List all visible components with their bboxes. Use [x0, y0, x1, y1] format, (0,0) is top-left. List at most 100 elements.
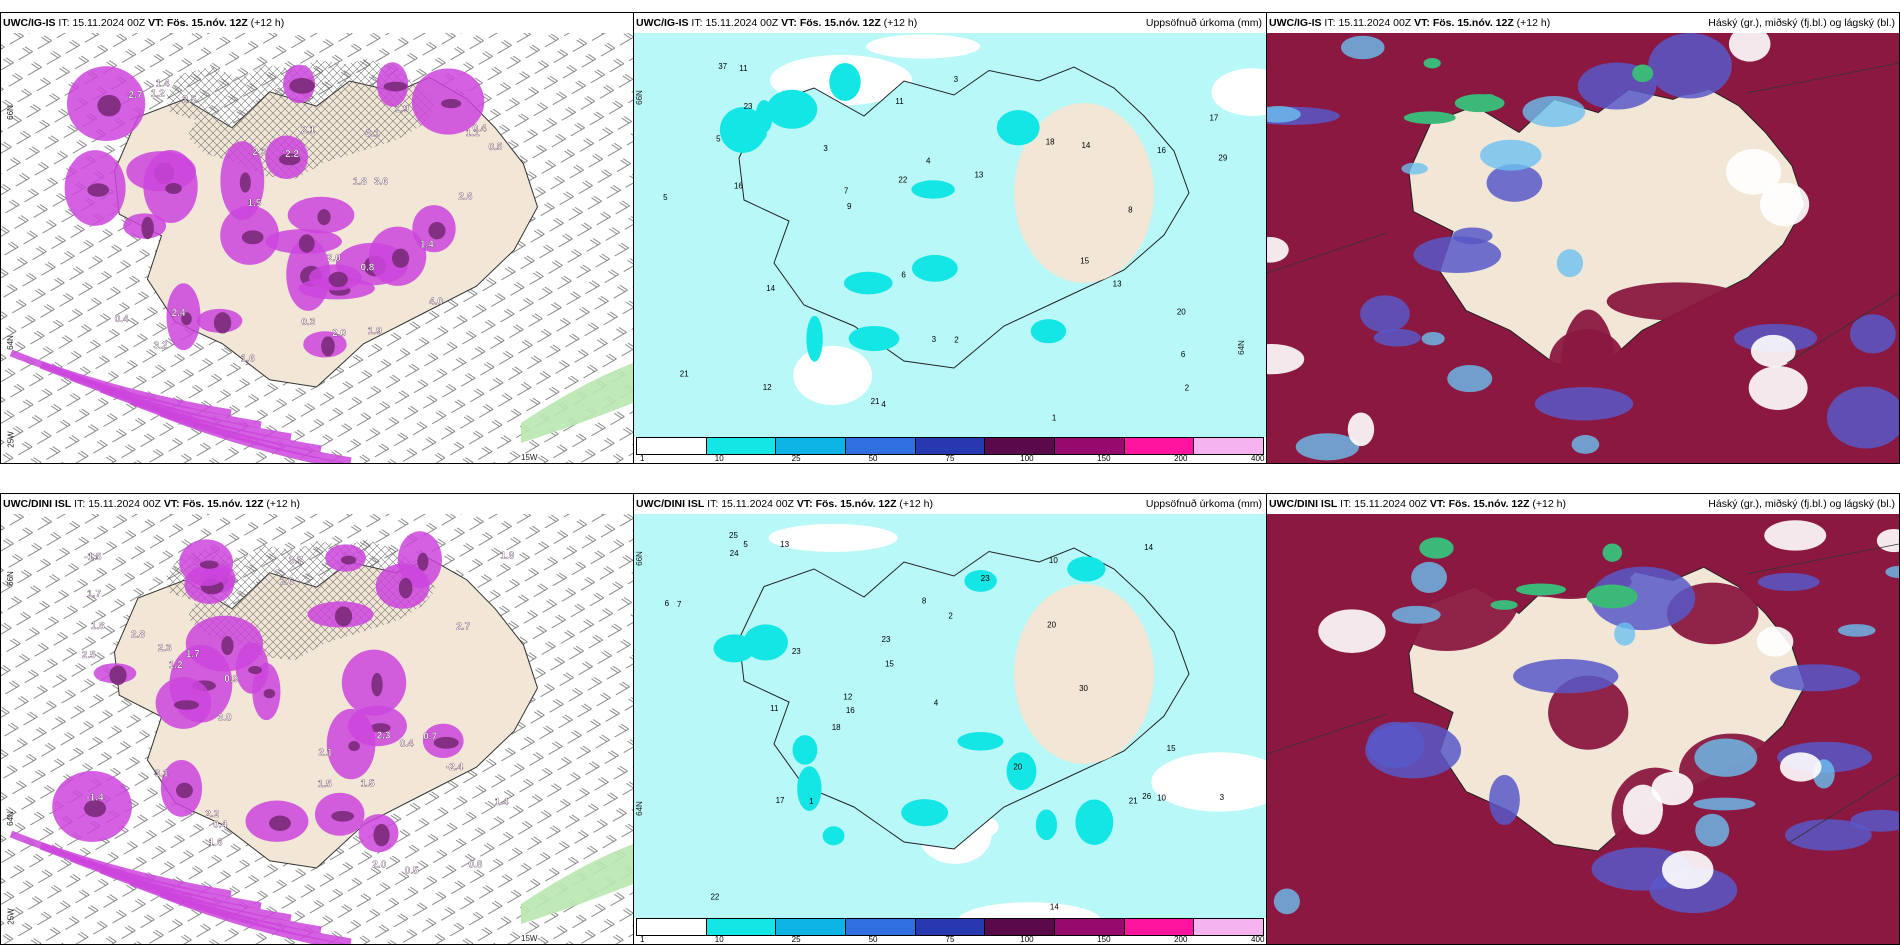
valid-time: Fös. 15.nóv. 12Z [166, 17, 248, 29]
init-time: 15.11.2024 00Z [88, 498, 161, 510]
colorbar-tick: 200 [1174, 454, 1188, 463]
value-label: 17 [1209, 114, 1218, 123]
temperature-core [331, 810, 355, 822]
mid-cloud-blob [1513, 658, 1619, 694]
temperature-core [173, 700, 199, 710]
value-label: 25 [729, 531, 738, 540]
model-name: UWC/DINI ISL [1269, 498, 1338, 510]
value-label: 1.7 [87, 589, 101, 600]
mid-cloud-blob [1591, 566, 1696, 631]
colorbar-segment [915, 919, 986, 935]
clear-sky [1347, 412, 1375, 447]
high-cloud-blob [1513, 514, 1558, 569]
value-label: 21 [680, 369, 689, 378]
value-label: 22 [710, 893, 719, 902]
it-label: IT: [74, 498, 86, 510]
value-label: 2.0 [372, 859, 386, 870]
mid-cloud-blob [1826, 386, 1899, 449]
colorbar-tick: 75 [945, 454, 955, 463]
value-label: 2 [948, 611, 953, 620]
high-cloud-blob [1326, 847, 1412, 911]
value-label: 22 [898, 175, 907, 184]
colorbar-segment [846, 919, 916, 935]
clear-sky [1267, 344, 1305, 375]
temperature-core [373, 823, 390, 847]
low-cloud-blob [1837, 624, 1876, 637]
init-time: 15.11.2024 00Z [72, 17, 146, 29]
vt-label: VT: [148, 17, 164, 29]
temperature-core [433, 736, 459, 749]
panel-header: UWC/IG-IS IT: 15.11.2024 00Z VT: Fös. 15… [1267, 13, 1899, 33]
green-cloud [1515, 583, 1567, 596]
valid-time: Fös. 15.nóv. 12Z [1448, 498, 1530, 510]
lead-time: (+12 h) [1516, 17, 1551, 29]
valid-time: Fös. 15.nóv. 12Z [1432, 17, 1514, 29]
mid-cloud-blob [1648, 33, 1732, 99]
value-label: 23 [882, 635, 891, 644]
green-cloud [1419, 537, 1454, 559]
value-label: 2.3 [377, 730, 391, 741]
value-label: 1.7 [186, 649, 200, 660]
lead-time: (+12 h) [266, 498, 300, 510]
temperature-core [241, 230, 264, 245]
value-label: 16 [846, 706, 855, 715]
colorbar-tick: 200 [1174, 935, 1188, 944]
value-label: 13 [1113, 279, 1122, 288]
precip-blob [957, 731, 1004, 751]
temperature-core [370, 723, 391, 733]
mid-cloud-blob [1360, 295, 1410, 333]
value-label: 2.2 [285, 149, 299, 160]
colorbar-segment [706, 919, 777, 935]
high-cloud-blob [1795, 33, 1899, 84]
panel-right-title: Uppsöfnuð úrkoma (mm) [1145, 498, 1262, 510]
it-label: IT: [707, 498, 719, 510]
model-name: UWC/IG-IS [3, 17, 56, 29]
value-label: 2.3 [252, 147, 266, 158]
high-cloud-blob [1592, 423, 1733, 463]
temperature-core [417, 552, 429, 571]
low-cloud-blob [1614, 622, 1636, 646]
lat-label: 66N [634, 90, 644, 105]
init-time: 15.11.2024 00Z [1354, 498, 1427, 510]
value-label: 1.2 [169, 660, 183, 671]
value-label: 6 [901, 270, 906, 279]
dry-area [1151, 752, 1266, 812]
value-label: 3.0 [218, 713, 232, 724]
map-precip: 6342111621141391217151418201121231322162… [634, 33, 1266, 443]
precip-blob [1030, 319, 1067, 344]
precip-blob [743, 624, 788, 661]
value-label: 11 [739, 64, 748, 73]
value-label: 15 [1167, 744, 1176, 753]
temperature-core [392, 248, 410, 268]
low-cloud-blob [1694, 738, 1758, 777]
high-cloud-blob [1267, 113, 1388, 207]
value-label: 1.8 [91, 621, 105, 632]
low-cloud-blob [1392, 605, 1441, 624]
precip-blob [806, 315, 823, 362]
value-label: 4.0 [429, 297, 443, 308]
clear-sky [1651, 771, 1694, 806]
value-label: 29 [1218, 153, 1227, 162]
value-label: 2.1 [301, 125, 315, 136]
value-label: 5 [716, 134, 721, 143]
temperature-core [213, 312, 232, 334]
it-label: IT: [691, 17, 703, 29]
panel-header: UWC/IG-IS IT: 15.11.2024 00Z VT: Fös. 15… [1, 13, 633, 33]
temperature-core [383, 81, 408, 92]
colorbar-segment [915, 438, 986, 454]
vt-label: VT: [796, 498, 813, 510]
precip-blob [848, 325, 900, 352]
colorbar-tick: 150 [1097, 454, 1111, 463]
value-label: 1.4 [156, 79, 170, 90]
high-cloud-blob [1549, 329, 1625, 393]
value-label: 14 [1050, 902, 1059, 911]
value-label: 21 [1129, 797, 1138, 806]
temperature-core [317, 209, 331, 226]
value-label: 9 [847, 202, 852, 211]
precip-blob [719, 107, 766, 153]
value-label: 23 [792, 647, 801, 656]
colorbar-segment [985, 919, 1056, 935]
temperature-core [239, 172, 251, 193]
model-name: UWC/IG-IS [1269, 17, 1322, 29]
value-label: 20 [1177, 308, 1186, 317]
